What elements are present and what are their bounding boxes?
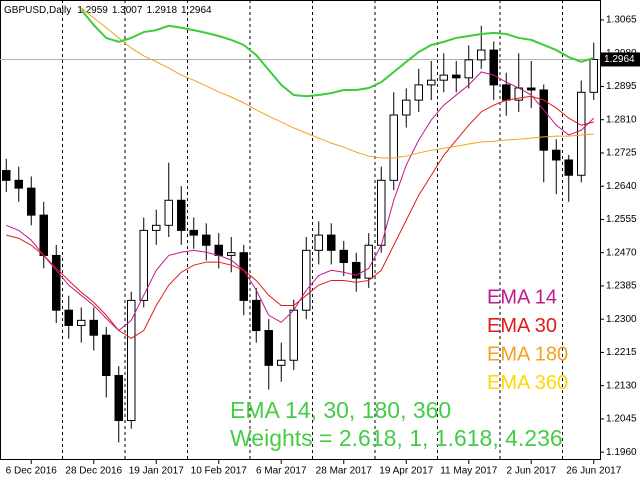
plot-area xyxy=(2,7,598,443)
candle-body xyxy=(177,199,186,231)
candle-body xyxy=(202,234,211,246)
candle-body xyxy=(589,58,598,93)
legend-entry: EMA 360 xyxy=(487,372,568,394)
y-tick-label: 1.2045 xyxy=(606,414,637,425)
x-tick-label: 11 May 2017 xyxy=(440,466,498,477)
candle-body xyxy=(489,49,498,86)
indicator-line xyxy=(80,7,594,159)
candle-body xyxy=(64,309,73,326)
low: 1.2918 xyxy=(146,5,177,16)
candle-body xyxy=(89,319,98,336)
candle-body xyxy=(227,252,236,256)
candle-body xyxy=(264,330,273,366)
candle-body xyxy=(139,229,148,301)
indicator-line xyxy=(6,95,594,339)
y-tick-label: 1.2215 xyxy=(606,347,637,358)
candle-body xyxy=(152,224,161,231)
candle-body xyxy=(539,89,548,151)
x-tick-label: 19 Apr 2017 xyxy=(379,466,433,477)
candle-body xyxy=(364,244,373,279)
price-label: 1.2964 xyxy=(604,54,635,65)
candle-body xyxy=(477,49,486,61)
candle-body xyxy=(314,234,323,251)
high: 1.3007 xyxy=(112,5,143,16)
y-tick-label: 1.2300 xyxy=(606,314,637,325)
x-tick-label: 6 Dec 2016 xyxy=(6,466,58,477)
legend-entry: EMA 14 xyxy=(487,286,557,308)
candle-body xyxy=(352,261,361,279)
y-tick-label: 1.2895 xyxy=(606,81,637,92)
candle-body xyxy=(27,187,36,216)
annotation: EMA 14, 30, 180, 360 xyxy=(230,397,451,423)
x-tick-label: 28 Dec 2016 xyxy=(65,466,122,477)
candle-body xyxy=(389,114,398,181)
x-tick-label: 10 Feb 2017 xyxy=(191,466,248,477)
annotation: Weights = 2.618, 1, 1.618, 4.236 xyxy=(230,425,563,451)
candle-body xyxy=(427,79,436,86)
candle-body xyxy=(502,84,511,101)
candle-body xyxy=(39,214,48,256)
y-tick-label: 1.2555 xyxy=(606,214,637,225)
candle-body xyxy=(252,299,261,332)
candle-body xyxy=(552,149,561,161)
y-tick-label: 1.2810 xyxy=(606,114,637,125)
y-tick-label: 1.2640 xyxy=(606,181,637,192)
legend-entry: EMA 30 xyxy=(487,315,557,337)
x-tick-label: 28 Mar 2017 xyxy=(316,466,373,477)
close: 1.2964 xyxy=(181,5,212,16)
candle-body xyxy=(527,87,536,91)
candle-body xyxy=(52,254,61,311)
candle-body xyxy=(564,159,573,176)
candle-body xyxy=(464,59,473,79)
candle-body xyxy=(277,359,286,366)
candle-body xyxy=(127,299,136,421)
y-tick-label: 1.2385 xyxy=(606,281,637,292)
candle-body xyxy=(452,74,461,79)
candle-body xyxy=(77,319,86,326)
candle-body xyxy=(302,249,311,311)
candle-body xyxy=(327,234,336,251)
candle-body xyxy=(439,74,448,81)
candle-body xyxy=(577,91,586,176)
candle-body xyxy=(114,375,123,421)
candle-body xyxy=(164,199,173,226)
y-tick-label: 1.2130 xyxy=(606,380,637,391)
legend-entry: EMA 180 xyxy=(487,343,568,365)
candle-body xyxy=(339,249,348,263)
candle-body xyxy=(102,334,111,377)
candle-body xyxy=(2,170,11,181)
candle-body xyxy=(239,252,248,301)
x-tick-label: 26 Jun 2017 xyxy=(566,466,621,477)
candle-body xyxy=(214,244,223,256)
y-tick-label: 1.1960 xyxy=(606,447,637,458)
y-tick-label: 1.2470 xyxy=(606,247,637,258)
y-tick-label: 1.3065 xyxy=(606,15,637,26)
y-tick-label: 1.2725 xyxy=(606,148,637,159)
candle-body xyxy=(189,229,198,236)
chart-header: GBPUSD,Daily 1.2959 1.3007 1.2918 1.2964 xyxy=(4,5,212,16)
candle-body xyxy=(14,179,23,189)
x-tick-label: 19 Jan 2017 xyxy=(129,466,184,477)
candle-body xyxy=(414,84,423,101)
price-label-box xyxy=(600,52,640,67)
indicator-line xyxy=(80,9,595,98)
open: 1.2959 xyxy=(77,5,108,16)
x-tick-label: 2 Jun 2017 xyxy=(507,466,557,477)
symbol: GBPUSD,Daily xyxy=(4,5,71,16)
candle-body xyxy=(402,99,411,116)
candle-body xyxy=(289,309,298,361)
x-tick-label: 6 Mar 2017 xyxy=(256,466,307,477)
